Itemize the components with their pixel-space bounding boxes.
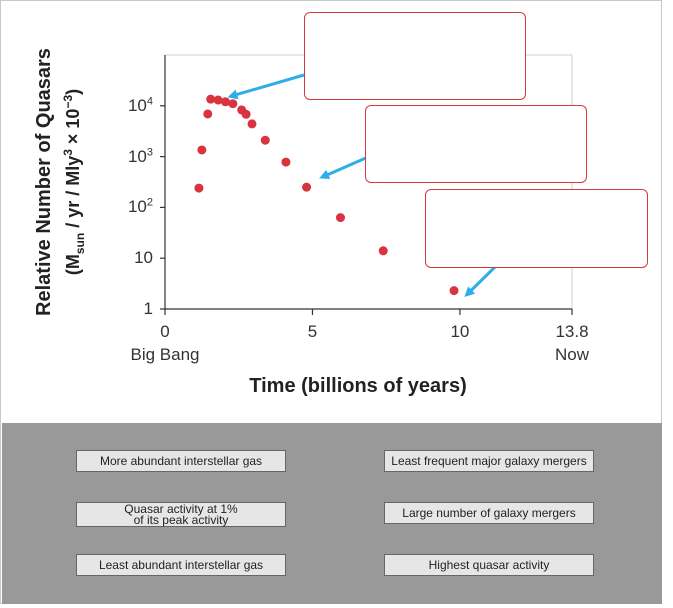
data-point — [194, 183, 204, 193]
data-point — [220, 97, 230, 107]
data-point — [378, 246, 388, 256]
label-least-frequent-mergers[interactable]: Least frequent major galaxy mergers — [384, 450, 594, 472]
quasar-chart — [160, 54, 573, 315]
label-more-abundant-gas[interactable]: More abundant interstellar gas — [76, 450, 286, 472]
data-point — [247, 119, 257, 129]
arrow-middle — [319, 155, 369, 179]
drop-zone-late[interactable] — [425, 189, 648, 268]
drop-zone-peak[interactable] — [304, 12, 526, 100]
y-tick-label: 102 — [127, 196, 153, 217]
data-point — [260, 135, 270, 145]
data-point — [228, 99, 238, 109]
data-point — [335, 213, 345, 223]
data-point — [281, 157, 291, 167]
x-tick-label: 10 — [450, 322, 470, 341]
y-tick-label: 10 — [134, 248, 153, 268]
x-tick-sublabel: Big Bang — [130, 345, 200, 364]
label-quasar-one-percent[interactable]: Quasar activity at 1% of its peak activi… — [76, 502, 286, 527]
y-tick-label: 103 — [127, 145, 153, 166]
data-point — [449, 286, 459, 296]
data-point — [213, 95, 223, 105]
x-tick-sublabel: Now — [554, 345, 590, 364]
y-tick-label: 1 — [143, 299, 153, 318]
data-point — [206, 94, 216, 104]
activity-frame: Relative Number of Quasars (Msun / yr / … — [0, 0, 662, 604]
y-axis-title: Relative Number of Quasars (Msun / yr / … — [32, 32, 92, 332]
data-point — [203, 109, 213, 119]
label-highest-activity[interactable]: Highest quasar activity — [384, 554, 594, 576]
x-axis-title: Time (billions of years) — [249, 375, 467, 397]
data-point — [197, 145, 207, 155]
x-tick-label: 5 — [307, 322, 318, 341]
y-tick-label: 104 — [127, 95, 153, 115]
data-point — [241, 109, 251, 119]
y-axis-title-line2: (Msun / yr / Mly3 × 10−3) — [61, 88, 87, 276]
x-tick-label: 13.8 — [555, 322, 589, 341]
arrow-peak — [227, 73, 305, 100]
label-large-number-mergers[interactable]: Large number of galaxy mergers — [384, 502, 594, 524]
drop-zone-middle[interactable] — [365, 105, 587, 183]
chart-area: Relative Number of Quasars (Msun / yr / … — [2, 2, 662, 422]
label-least-abundant-gas[interactable]: Least abundant interstellar gas — [76, 554, 286, 576]
arrow-late — [464, 264, 498, 298]
data-point — [302, 182, 312, 192]
x-tick-label: 0 — [160, 322, 170, 341]
y-axis-title-line1: Relative Number of Quasars — [33, 48, 56, 316]
label-bank: More abundant interstellar gas Quasar ac… — [2, 423, 662, 604]
